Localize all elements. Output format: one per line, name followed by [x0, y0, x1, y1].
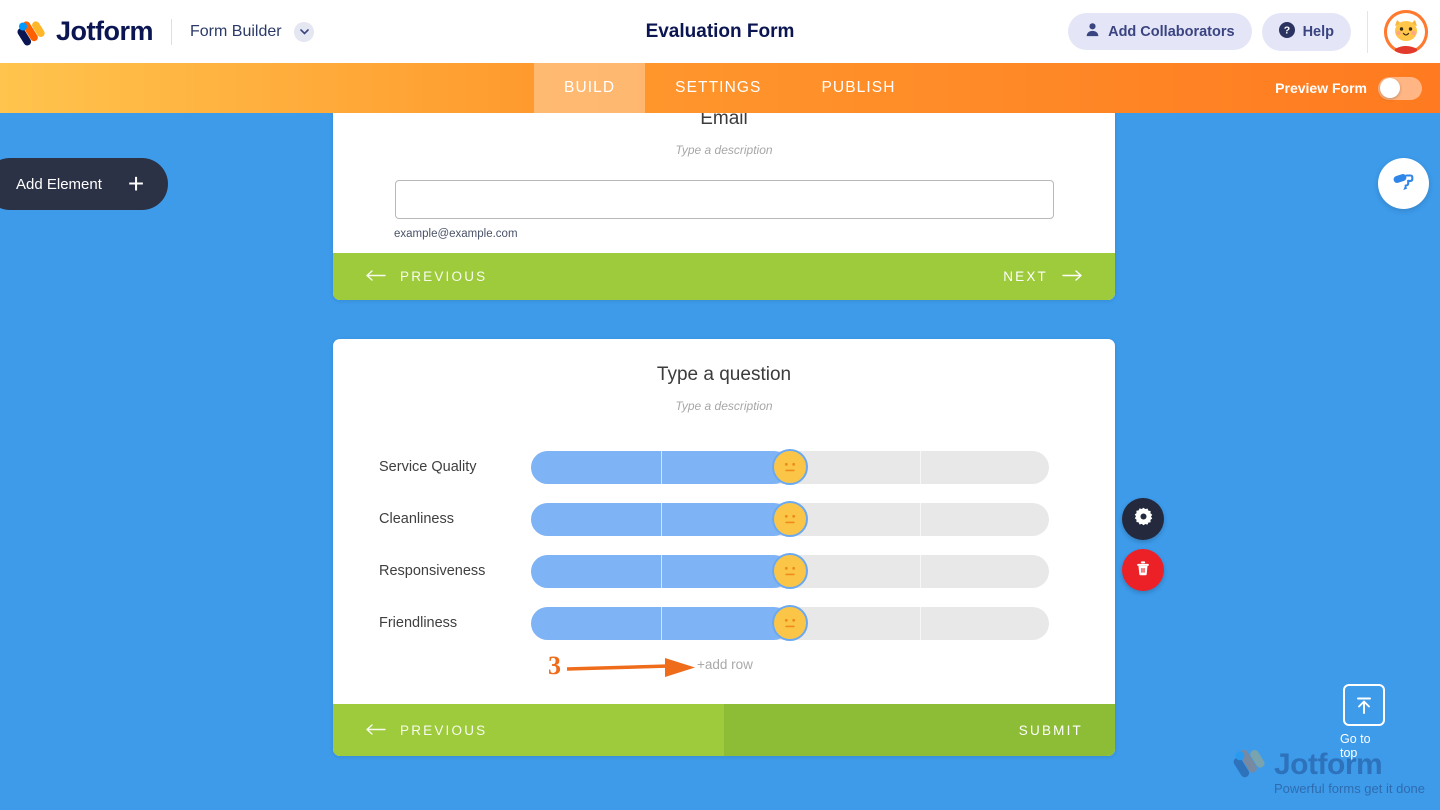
slider-friendliness[interactable]: [531, 605, 1049, 641]
element-properties-button[interactable]: [1122, 498, 1164, 540]
help-button[interactable]: ? Help: [1261, 12, 1351, 51]
table-row: Service Quality: [333, 441, 1115, 493]
email-card-pager: PREVIOUS NEXT: [333, 253, 1115, 300]
row-label-friendliness: Friendliness: [379, 615, 458, 631]
add-row-button[interactable]: +add row: [697, 657, 753, 672]
row-label-service-quality: Service Quality: [379, 459, 477, 475]
annotation-step-number: 3: [548, 651, 561, 680]
add-collaborators-button[interactable]: Add Collaborators: [1068, 13, 1252, 50]
email-field-card[interactable]: Email Type a description example@example…: [333, 113, 1115, 300]
arrow-up-icon: [1343, 684, 1385, 726]
slider-responsiveness[interactable]: [531, 553, 1049, 589]
preview-form-toggle[interactable]: [1378, 76, 1422, 100]
email-question-title: Email: [700, 113, 748, 129]
avatar-divider: [1367, 10, 1368, 53]
table-row: Friendliness: [333, 597, 1115, 649]
form-builder-label: Form Builder: [190, 22, 282, 40]
neutral-face-icon[interactable]: [772, 605, 808, 641]
trash-icon: [1134, 559, 1152, 582]
jotform-logo[interactable]: Jotform: [0, 16, 154, 47]
tab-settings[interactable]: SETTINGS: [675, 79, 762, 96]
add-row-line: 3 +add row: [333, 649, 1115, 693]
next-label-email: NEXT: [1003, 269, 1048, 284]
neutral-face-icon[interactable]: [772, 553, 808, 589]
avatar[interactable]: [1384, 9, 1428, 54]
question-circle-icon: ?: [1278, 21, 1295, 42]
add-collaborators-label: Add Collaborators: [1108, 23, 1235, 40]
add-element-button[interactable]: Add Element +: [0, 158, 169, 210]
jotform-watermark: Jotform: [1232, 745, 1383, 784]
watermark-logo-icon: [1232, 745, 1266, 784]
user-icon: [1085, 22, 1100, 41]
slider-tick: [919, 450, 921, 484]
slider-tick: [660, 606, 662, 640]
row-label-responsiveness: Responsiveness: [379, 563, 486, 579]
arrow-left-icon: [365, 723, 386, 738]
email-input[interactable]: [394, 180, 1054, 219]
slider-tick: [660, 554, 662, 588]
watermark-tagline: Powerful forms get it done: [1274, 781, 1426, 796]
previous-button-email[interactable]: PREVIOUS: [333, 253, 724, 300]
jotform-logo-text: Jotform: [56, 16, 154, 46]
form-canvas: Add Element + Email Type a description e…: [0, 113, 1440, 810]
email-question-description: Type a description: [675, 143, 773, 157]
main-navbar: BUILD SETTINGS PUBLISH Preview Form: [0, 63, 1440, 113]
row-label-cleanliness: Cleanliness: [379, 511, 454, 527]
form-builder-menu[interactable]: Form Builder: [190, 21, 315, 42]
jotform-logo-icon: [16, 17, 46, 47]
tab-build[interactable]: BUILD: [534, 63, 646, 113]
submit-label: SUBMIT: [1018, 722, 1083, 738]
matrix-rows: Service Quality: [333, 413, 1115, 693]
slider-tick: [919, 502, 921, 536]
form-designer-button[interactable]: [1378, 158, 1429, 209]
previous-label-matrix: PREVIOUS: [400, 722, 488, 738]
next-button-email[interactable]: NEXT: [724, 253, 1115, 300]
slider-matrix-card[interactable]: Type a question Type a description Servi…: [333, 339, 1115, 756]
table-row: Responsiveness: [333, 545, 1115, 597]
preview-form-control: Preview Form: [1275, 76, 1440, 100]
paint-roller-icon: [1391, 168, 1417, 199]
slider-service-quality[interactable]: [531, 449, 1049, 485]
slider-tick: [919, 606, 921, 640]
arrow-right-icon: [1062, 269, 1083, 284]
plus-icon: +: [127, 168, 145, 199]
slider-cleanliness[interactable]: [531, 501, 1049, 537]
preview-form-label: Preview Form: [1275, 80, 1367, 96]
element-tools: [1122, 498, 1164, 591]
delete-element-button[interactable]: [1122, 549, 1164, 591]
slider-tick: [660, 450, 662, 484]
matrix-question-title: Type a question: [656, 364, 792, 385]
header-actions: Add Collaborators ? Help: [1068, 9, 1440, 54]
help-label: Help: [1302, 23, 1334, 40]
table-row: Cleanliness: [333, 493, 1115, 545]
tab-publish[interactable]: PUBLISH: [821, 79, 896, 96]
cat-avatar-icon: [1384, 9, 1428, 54]
arrow-left-icon: [365, 269, 386, 284]
go-to-top-label: Go to top: [1340, 732, 1371, 760]
app-header: Jotform Form Builder Evaluation Form Add…: [0, 0, 1440, 63]
email-hint: example@example.com: [394, 228, 518, 240]
add-element-label: Add Element: [16, 175, 102, 193]
watermark-brand: Jotform: [1274, 747, 1383, 781]
arrow-right-annotation: [565, 654, 699, 687]
submit-button[interactable]: SUBMIT: [724, 704, 1115, 756]
matrix-card-pager: PREVIOUS SUBMIT: [333, 704, 1115, 756]
previous-button-matrix[interactable]: PREVIOUS: [333, 704, 724, 756]
header-divider: [171, 18, 172, 45]
nav-tabs: BUILD SETTINGS PUBLISH: [534, 63, 926, 113]
neutral-face-icon[interactable]: [772, 449, 808, 485]
slider-tick: [919, 554, 921, 588]
gear-icon: [1134, 507, 1153, 531]
chevron-down-icon[interactable]: [294, 21, 315, 42]
svg-text:?: ?: [1283, 24, 1289, 36]
neutral-face-icon[interactable]: [772, 501, 808, 537]
toggle-knob: [1379, 78, 1400, 98]
previous-label-email: PREVIOUS: [400, 269, 488, 284]
go-to-top-button[interactable]: Go to top: [1340, 684, 1388, 760]
slider-tick: [660, 502, 662, 536]
matrix-question-description: Type a description: [675, 399, 773, 413]
